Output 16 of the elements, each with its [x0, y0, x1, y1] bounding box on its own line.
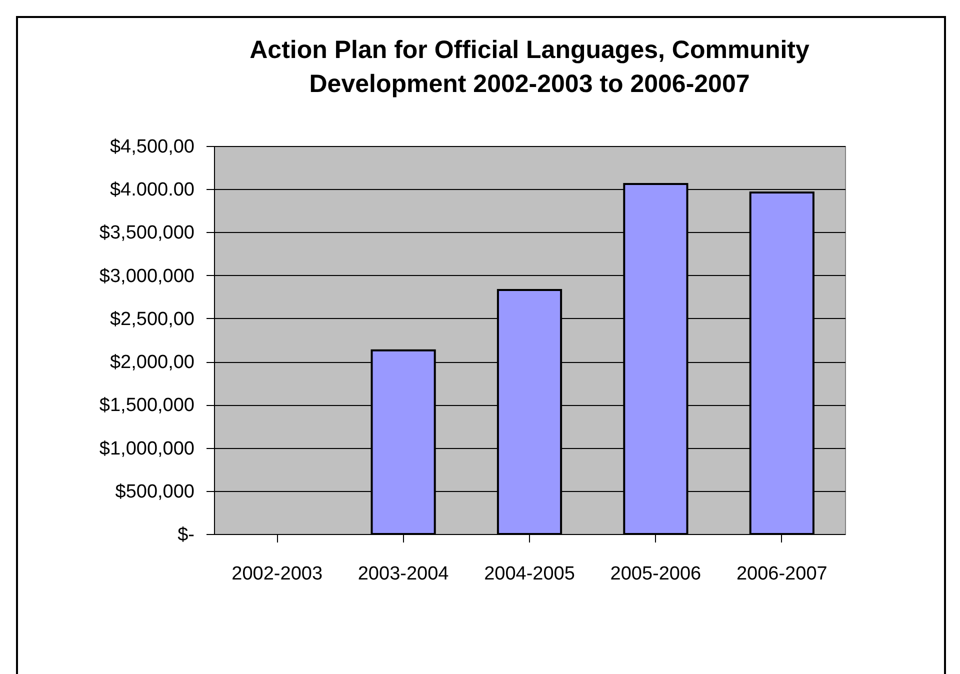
y-tick-label: $2,500,00 — [110, 308, 194, 330]
y-tick-label: $1,500,000 — [99, 395, 194, 416]
y-tick-label: $3,500,000 — [99, 222, 194, 244]
x-tick-label: 2003-2004 — [358, 564, 450, 584]
y-tick-label: $500,000 — [115, 481, 194, 502]
x-tick-label: 2004-2005 — [484, 564, 575, 584]
y-tick-label: $- — [178, 524, 194, 546]
y-tick-label: $2,000,00 — [110, 352, 194, 374]
x-tick-label: 2005-2006 — [610, 564, 702, 584]
y-tick-label: $3,000,000 — [99, 266, 194, 287]
x-tick-label: 2002-2003 — [232, 564, 323, 584]
y-tick-label: $4.000.00 — [110, 180, 194, 201]
y-tick-label: $1,000,000 — [99, 438, 194, 460]
y-tick-label: $4,500,00 — [110, 136, 194, 158]
x-tick-label: 2006-2007 — [736, 564, 828, 584]
chart-title: Action Plan for Official Languages, Community Development 2002-2003 to 2006-2007 — [250, 36, 810, 98]
